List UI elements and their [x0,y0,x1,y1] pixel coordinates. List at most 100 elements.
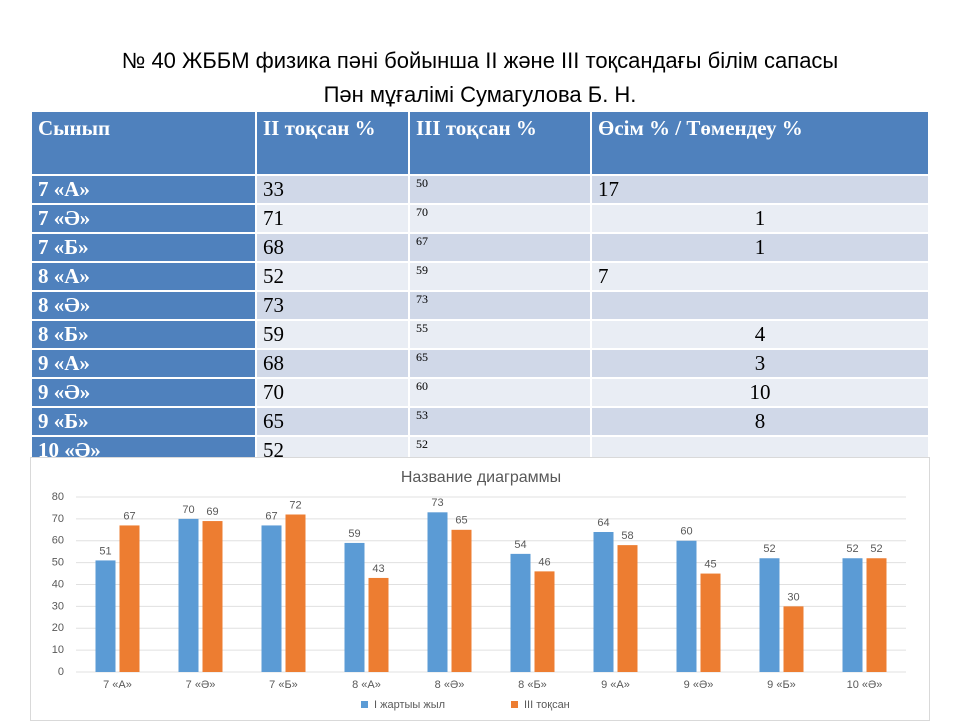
data-label: 51 [99,545,111,557]
bar [285,514,306,672]
bar [783,606,804,672]
data-label: 72 [289,499,301,511]
table-row: 7 «Б» 68 67 1 [30,232,930,263]
bar [866,558,887,672]
data-label: 59 [348,528,360,540]
header-cell: ІІ тоқсан % [255,110,410,176]
table-cell: 9 «Ә» [30,377,257,408]
y-tick-label: 60 [52,535,64,547]
y-tick-label: 70 [52,513,64,525]
bar [676,540,697,672]
header-cell: Сынып [30,110,257,176]
table-cell: 53 [408,406,592,437]
bar [427,512,448,672]
bar [510,553,531,672]
table-cell: 60 [408,377,592,408]
y-tick-label: 0 [58,666,64,678]
data-label: 69 [206,506,218,518]
bar [344,542,365,672]
x-tick-label: 9 «Б» [767,679,796,691]
table-cell: 59 [408,261,592,292]
legend-label: ІІІ тоқсан [524,699,570,711]
table-cell: 9 «А» [30,348,257,379]
bar [617,545,638,672]
table-cell: 70 [255,377,410,408]
bar [178,518,199,672]
legend-label: І жартыы жыл [374,699,445,711]
table-cell: 17 [590,174,930,205]
table-cell: 65 [408,348,592,379]
y-tick-label: 30 [52,600,64,612]
y-tick-label: 50 [52,557,64,569]
table-cell: 7 «Ә» [30,203,257,234]
table-cell: 73 [408,290,592,321]
x-tick-label: 7 «А» [103,679,132,691]
data-label: 64 [597,517,609,529]
data-label: 52 [846,543,858,555]
data-label: 43 [372,563,384,575]
data-label: 67 [123,510,135,522]
header-cell: ІІІ тоқсан % [408,110,592,176]
title: № 40 ЖББМ физика пәні бойынша ІІ және ІІ… [121,48,839,73]
table-cell: 8 [590,406,930,437]
table-row: 7 «А» 33 50 17 [30,174,930,205]
bar [534,571,555,672]
table-row: 8 «Б» 59 55 4 [30,319,930,350]
data-label: 54 [514,539,526,551]
table-cell [590,290,930,321]
table-cell: 8 «Ә» [30,290,257,321]
table-cell: 8 «А» [30,261,257,292]
legend-swatch [361,701,368,708]
table-cell: 68 [255,232,410,263]
table-cell: 7 «Б» [30,232,257,263]
x-tick-label: 10 «Ә» [847,679,883,691]
table-cell: 67 [408,232,592,263]
x-tick-label: 7 «Ә» [186,679,216,691]
bar [95,560,116,672]
data-label: 67 [265,510,277,522]
table-cell: 55 [408,319,592,350]
x-tick-label: 8 «Ә» [435,679,465,691]
data-label: 45 [704,558,716,570]
table-cell: 1 [590,232,930,263]
data-label: 73 [431,497,443,509]
table-cell: 65 [255,406,410,437]
bar [261,525,282,672]
table-row: 9 «А» 68 65 3 [30,348,930,379]
x-tick-label: 8 «Б» [518,679,547,691]
table-cell: 7 [590,261,930,292]
table-row: 8 «Ә» 73 73 [30,290,930,321]
table-cell: 68 [255,348,410,379]
y-tick-label: 20 [52,622,64,634]
x-tick-label: 9 «Ә» [684,679,714,691]
table-row: 9 «Ә» 70 60 10 [30,377,930,408]
chart-title: Название диаграммы [401,469,561,486]
bar [842,558,863,672]
table-cell: 33 [255,174,410,205]
table-row: 7 «Ә» 71 70 1 [30,203,930,234]
table-cell: 4 [590,319,930,350]
header-cell: Өсім % / Төмендеу % [590,110,930,176]
data-label: 52 [763,543,775,555]
y-tick-label: 80 [52,491,64,503]
data-label: 65 [455,515,467,527]
table-row: 8 «А» 52 59 7 [30,261,930,292]
bar [593,532,614,672]
legend-swatch [511,701,518,708]
table-cell: 70 [408,203,592,234]
y-tick-label: 40 [52,578,64,590]
bar [119,525,140,672]
bar [202,521,223,672]
table-cell: 8 «Б» [30,319,257,350]
table-cell: 73 [255,290,410,321]
table-row: 9 «Б» 65 53 8 [30,406,930,437]
data-label: 30 [787,591,799,603]
x-tick-label: 7 «Б» [269,679,298,691]
table-cell: 50 [408,174,592,205]
data-label: 58 [621,530,633,542]
table-cell: 52 [255,261,410,292]
y-tick-label: 10 [52,644,64,656]
bar [368,577,389,672]
table-cell: 1 [590,203,930,234]
